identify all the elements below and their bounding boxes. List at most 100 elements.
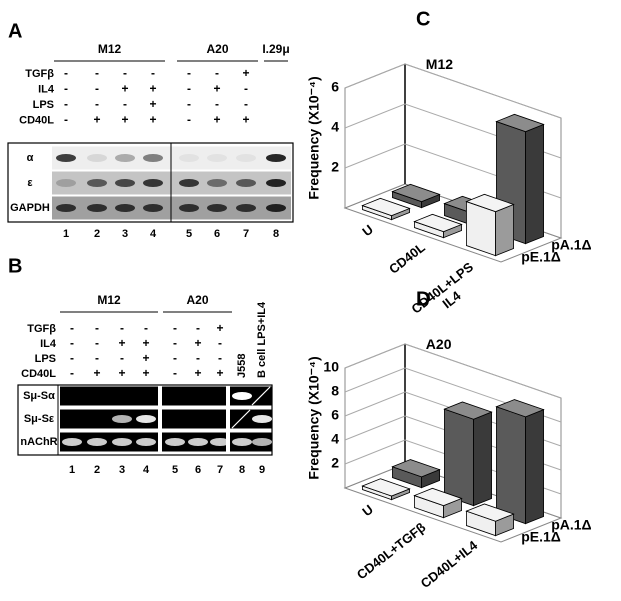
panel-letter: A	[8, 20, 22, 42]
gel-lane-area	[230, 409, 272, 429]
control-label: J558	[236, 354, 248, 378]
band-label: GAPDH	[10, 202, 50, 214]
lane-number: 6	[195, 464, 201, 476]
condition-sign: +	[194, 366, 201, 380]
legend-label: pE.1Δ	[521, 529, 561, 545]
bar-shade	[413, 213, 463, 233]
gel-band	[87, 204, 107, 212]
condition-sign: -	[196, 321, 200, 335]
side-wall	[344, 63, 406, 209]
grid-line	[344, 343, 562, 399]
condition-sign: -	[218, 336, 222, 350]
condition-sign: +	[121, 113, 128, 127]
lane-number: 2	[94, 228, 100, 240]
gel-band	[143, 179, 163, 187]
gel-band	[62, 438, 82, 446]
band-label: nAChR	[20, 436, 57, 448]
bar-face	[495, 399, 545, 418]
lane-number: 3	[122, 228, 128, 240]
condition-sign: +	[142, 351, 149, 365]
gel-band	[266, 154, 286, 162]
chart-title: A20	[426, 336, 452, 352]
gel-band	[179, 154, 199, 162]
gel-slash	[231, 409, 251, 429]
condition-label: CD40L	[21, 368, 56, 380]
band-label: Sμ-Sε	[24, 413, 55, 425]
bar	[361, 197, 411, 221]
condition-sign: +	[149, 113, 156, 127]
gel-band	[236, 179, 256, 187]
panel-letter: B	[8, 255, 22, 277]
bar-face	[361, 478, 411, 497]
band-label: Sμ-Sα	[23, 390, 55, 402]
gel-band	[143, 204, 163, 212]
lane-number: 4	[143, 464, 150, 476]
condition-sign: -	[70, 336, 74, 350]
gel-band	[232, 392, 252, 400]
gel-band	[236, 154, 256, 162]
condition-sign: -	[95, 97, 99, 111]
band-label: α	[27, 152, 34, 164]
condition-label: LPS	[35, 353, 56, 365]
condition-label: LPS	[33, 99, 54, 111]
condition-sign: -	[144, 321, 148, 335]
bar-face	[391, 459, 441, 478]
gel-band	[252, 438, 272, 446]
condition-sign: -	[64, 66, 68, 80]
condition-sign: -	[173, 351, 177, 365]
gel-band	[136, 438, 156, 446]
y-tick-label: 6	[331, 79, 339, 95]
condition-sign: -	[70, 351, 74, 365]
lane-number: 9	[259, 464, 265, 476]
gel-band	[112, 438, 132, 446]
gel-band	[252, 415, 272, 423]
condition-sign: +	[242, 113, 249, 127]
condition-sign: -	[70, 321, 74, 335]
bar-shade	[465, 193, 515, 213]
gel-band	[87, 154, 107, 162]
gel-band	[112, 415, 132, 423]
lane-number: 1	[69, 464, 75, 476]
bar-shade	[495, 113, 545, 133]
condition-sign: +	[121, 82, 128, 96]
gel-band	[236, 204, 256, 212]
group-label: A20	[206, 42, 228, 56]
y-tick-label: 6	[331, 407, 339, 423]
bar-shade	[391, 459, 441, 478]
bar-face	[465, 193, 515, 213]
condition-sign: -	[120, 321, 124, 335]
gel-band	[165, 438, 185, 446]
lane-number: 6	[214, 228, 220, 240]
condition-sign: -	[173, 321, 177, 335]
condition-sign: +	[213, 113, 220, 127]
lane-number: 4	[150, 228, 157, 240]
condition-sign: -	[151, 66, 155, 80]
bar	[465, 503, 515, 537]
gel-lane-area	[60, 432, 158, 452]
lane-number: 3	[119, 464, 125, 476]
condition-sign: -	[123, 97, 127, 111]
condition-sign: +	[213, 82, 220, 96]
gel-band	[232, 438, 252, 446]
gel-band	[56, 154, 76, 162]
control-label: B cell LPS+IL4	[256, 301, 268, 378]
condition-sign: +	[93, 113, 100, 127]
gel-lane-area	[60, 386, 158, 406]
condition-sign: -	[218, 351, 222, 365]
y-axis-label: Frequency (X10⁻⁴)	[306, 356, 322, 479]
condition-sign: +	[118, 366, 125, 380]
lane-number: 8	[273, 228, 279, 240]
band-label: ε	[27, 177, 33, 189]
condition-label: TGFβ	[27, 323, 56, 335]
bar	[465, 193, 515, 257]
lane-number: 7	[217, 464, 223, 476]
condition-sign: -	[196, 351, 200, 365]
legend-label: pE.1Δ	[521, 249, 561, 265]
condition-sign: +	[242, 66, 249, 80]
condition-sign: -	[95, 336, 99, 350]
bar-face	[361, 197, 411, 217]
condition-sign: -	[173, 366, 177, 380]
lane-number: 7	[243, 228, 249, 240]
bar-face	[413, 487, 463, 507]
